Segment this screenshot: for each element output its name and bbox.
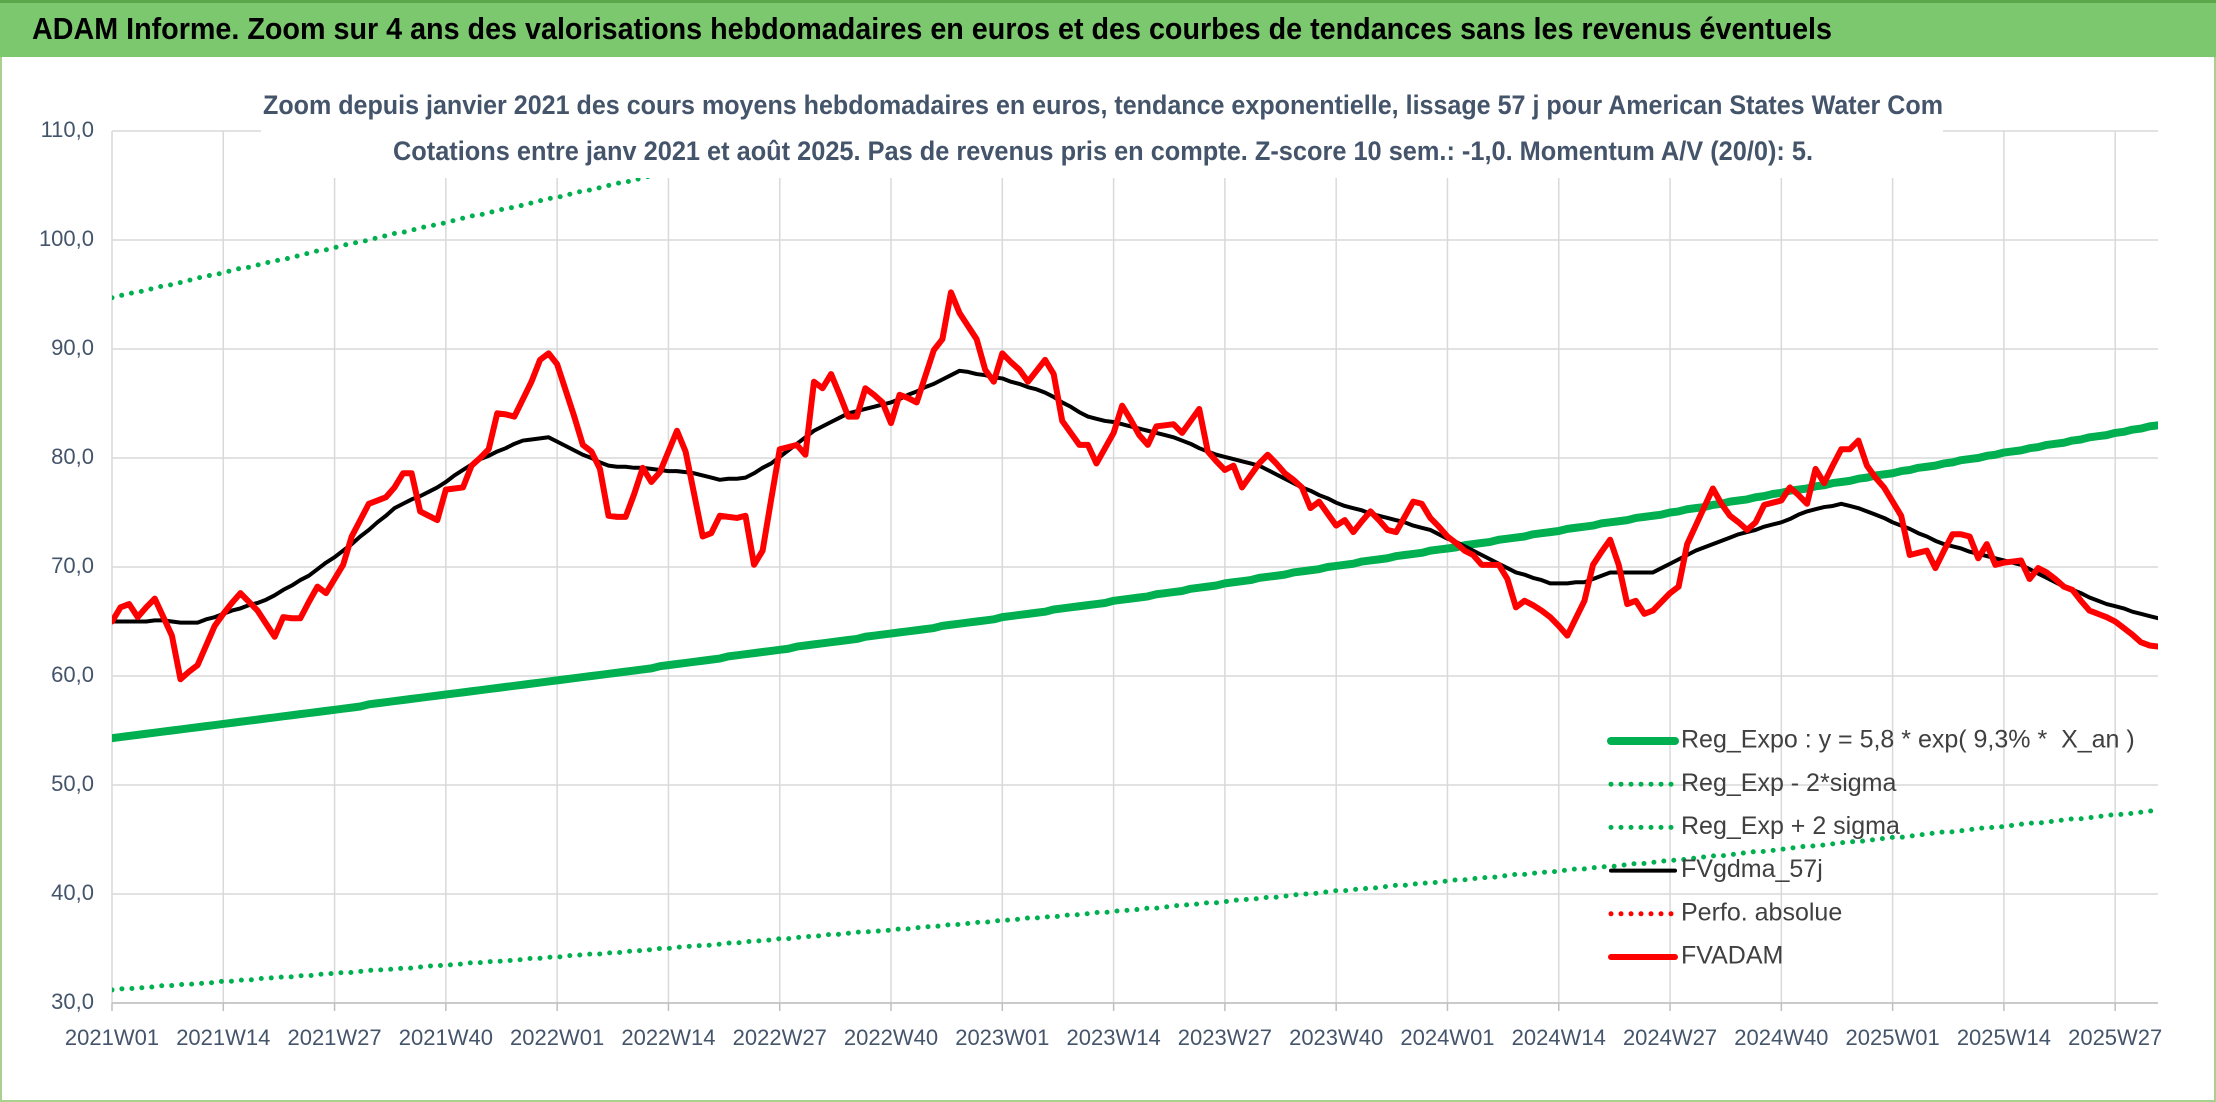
- legend-label: Reg_Exp + 2 sigma: [1681, 812, 1900, 840]
- series-line: [112, 131, 842, 301]
- y-tick-label: 60,0: [51, 662, 94, 687]
- legend-label: Perfo. absolue: [1681, 898, 1842, 926]
- subtitle-line: Cotations entre janv 2021 et août 2025. …: [393, 136, 1813, 166]
- y-tick-label: 70,0: [51, 553, 94, 578]
- y-tick-label: 80,0: [51, 444, 94, 469]
- x-tick-label: 2021W40: [399, 1025, 493, 1050]
- banner-edge: [0, 0, 2216, 3]
- x-tick-label: 2022W27: [733, 1025, 827, 1050]
- y-tick-label: 40,0: [51, 880, 94, 905]
- series-line: [112, 807, 2158, 993]
- x-tick-label: 2022W14: [621, 1025, 715, 1050]
- x-tick-label: 2022W01: [510, 1025, 604, 1050]
- series-line: [112, 421, 2158, 743]
- x-tick-label: 2024W01: [1400, 1025, 1494, 1050]
- legend-label: Reg_Expo : y = 5,8 * exp( 9,3% * X_an ): [1681, 726, 2135, 754]
- x-tick-label: 2023W27: [1178, 1025, 1272, 1050]
- x-tick-label: 2025W14: [1957, 1025, 2051, 1050]
- x-tick-label: 2021W01: [65, 1025, 159, 1050]
- x-tick-label: 2024W27: [1623, 1025, 1717, 1050]
- y-tick-label: 90,0: [51, 335, 94, 360]
- x-tick-label: 2025W01: [1846, 1025, 1940, 1050]
- x-tick-label: 2024W14: [1512, 1025, 1606, 1050]
- x-tick-label: 2023W40: [1289, 1025, 1383, 1050]
- x-tick-label: 2023W01: [955, 1025, 1049, 1050]
- y-tick-label: 50,0: [51, 771, 94, 796]
- title-banner: [0, 0, 2216, 57]
- y-tick-label: 110,0: [41, 117, 94, 142]
- y-tick-label: 100,0: [39, 226, 94, 251]
- x-tick-label: 2021W27: [287, 1025, 381, 1050]
- page-title: ADAM Informe. Zoom sur 4 ans des valoris…: [32, 11, 1832, 46]
- subtitle-box: [261, 86, 1943, 178]
- x-tick-label: 2023W14: [1067, 1025, 1161, 1050]
- x-tick-label: 2024W40: [1734, 1025, 1828, 1050]
- x-tick-label: 2021W14: [176, 1025, 270, 1050]
- legend-label: FVADAM: [1681, 942, 1783, 970]
- plot-lines: [112, 131, 2158, 993]
- x-tick-label: 2025W27: [2068, 1025, 2162, 1050]
- subtitle-line: Zoom depuis janvier 2021 des cours moyen…: [263, 90, 1943, 120]
- y-tick-label: 30,0: [51, 989, 94, 1014]
- legend: Reg_Expo : y = 5,8 * exp( 9,3% * X_an ) R…: [1607, 726, 2135, 970]
- grid: [111, 130, 2158, 1004]
- legend-label: Reg_Exp - 2*sigma: [1681, 769, 1896, 797]
- axes: 30,0 40,0 50,0 60,0 70,0 80,0 90,0 100,0 110,0 20…: [39, 117, 2162, 1050]
- legend-label: FVgdma_57j: [1681, 855, 1823, 883]
- x-tick-label: 2022W40: [844, 1025, 938, 1050]
- series-line: [112, 289, 2158, 683]
